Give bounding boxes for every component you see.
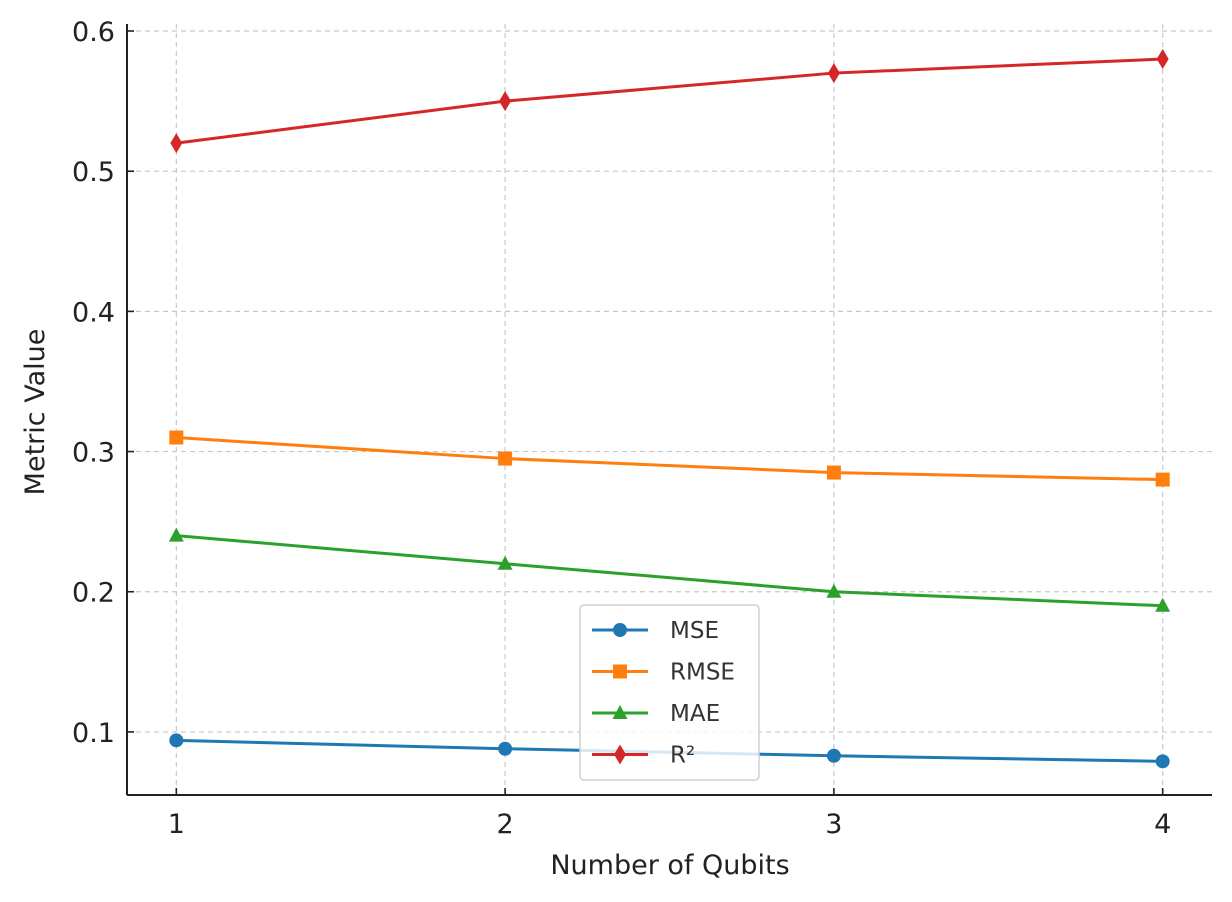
data-point-rmse [826, 465, 841, 480]
x-tick-label: 3 [825, 809, 842, 840]
legend-marker [613, 664, 627, 679]
x-tick-label: 1 [168, 809, 185, 840]
x-axis-label: Number of Qubits [550, 850, 789, 881]
y-tick-label: 0.6 [72, 17, 115, 48]
legend-item-mse: MSE [592, 618, 719, 644]
series-line-r [176, 57, 1163, 145]
y-tick-label: 0.2 [72, 578, 115, 609]
series-rmse [169, 430, 1170, 487]
data-point-r [499, 91, 512, 112]
legend: MSE RMSE MAE R² [579, 604, 760, 781]
data-point-mae [826, 583, 842, 598]
y-axis-label: Metric Value [20, 329, 51, 496]
data-point-mse [826, 748, 841, 763]
legend-label: MAE [670, 701, 720, 727]
data-point-mae [1155, 597, 1171, 612]
legend-box [579, 604, 760, 781]
data-point-r [170, 133, 183, 154]
data-point-mse [1155, 754, 1170, 769]
legend-item-mae: MAE [592, 701, 720, 727]
series-line-mae [176, 534, 1163, 608]
data-point-mse [169, 733, 184, 748]
y-tick-label: 0.1 [72, 718, 115, 749]
data-point-rmse [498, 451, 513, 466]
axes [126, 24, 1212, 796]
series-layer [168, 49, 1171, 769]
legend-label: MSE [670, 618, 719, 644]
legend-marker [612, 705, 628, 719]
legend-label: R² [670, 743, 695, 769]
legend-item-r: R² [592, 743, 695, 769]
legend-item-rmse: RMSE [592, 660, 735, 686]
data-point-rmse [169, 430, 184, 445]
series-line-rmse [176, 436, 1163, 482]
data-point-mae [168, 527, 184, 542]
y-tick-label: 0.3 [72, 438, 115, 469]
data-point-mae [497, 555, 513, 570]
data-point-mse [498, 741, 513, 756]
data-point-rmse [1155, 472, 1170, 487]
legend-marker [613, 623, 627, 637]
series-mae [168, 527, 1171, 612]
y-tick-label: 0.4 [72, 297, 115, 328]
data-point-r [827, 63, 840, 84]
data-point-r [1156, 49, 1169, 70]
ticks: 1 2 3 4 0.1 0.2 0.3 0.4 0.5 0.6 [72, 17, 1171, 840]
x-tick-label: 4 [1154, 809, 1171, 840]
y-tick-label: 0.5 [72, 157, 115, 188]
x-tick-label: 2 [497, 809, 514, 840]
legend-marker [614, 744, 626, 765]
legend-label: RMSE [670, 660, 735, 686]
series-r [170, 49, 1169, 154]
